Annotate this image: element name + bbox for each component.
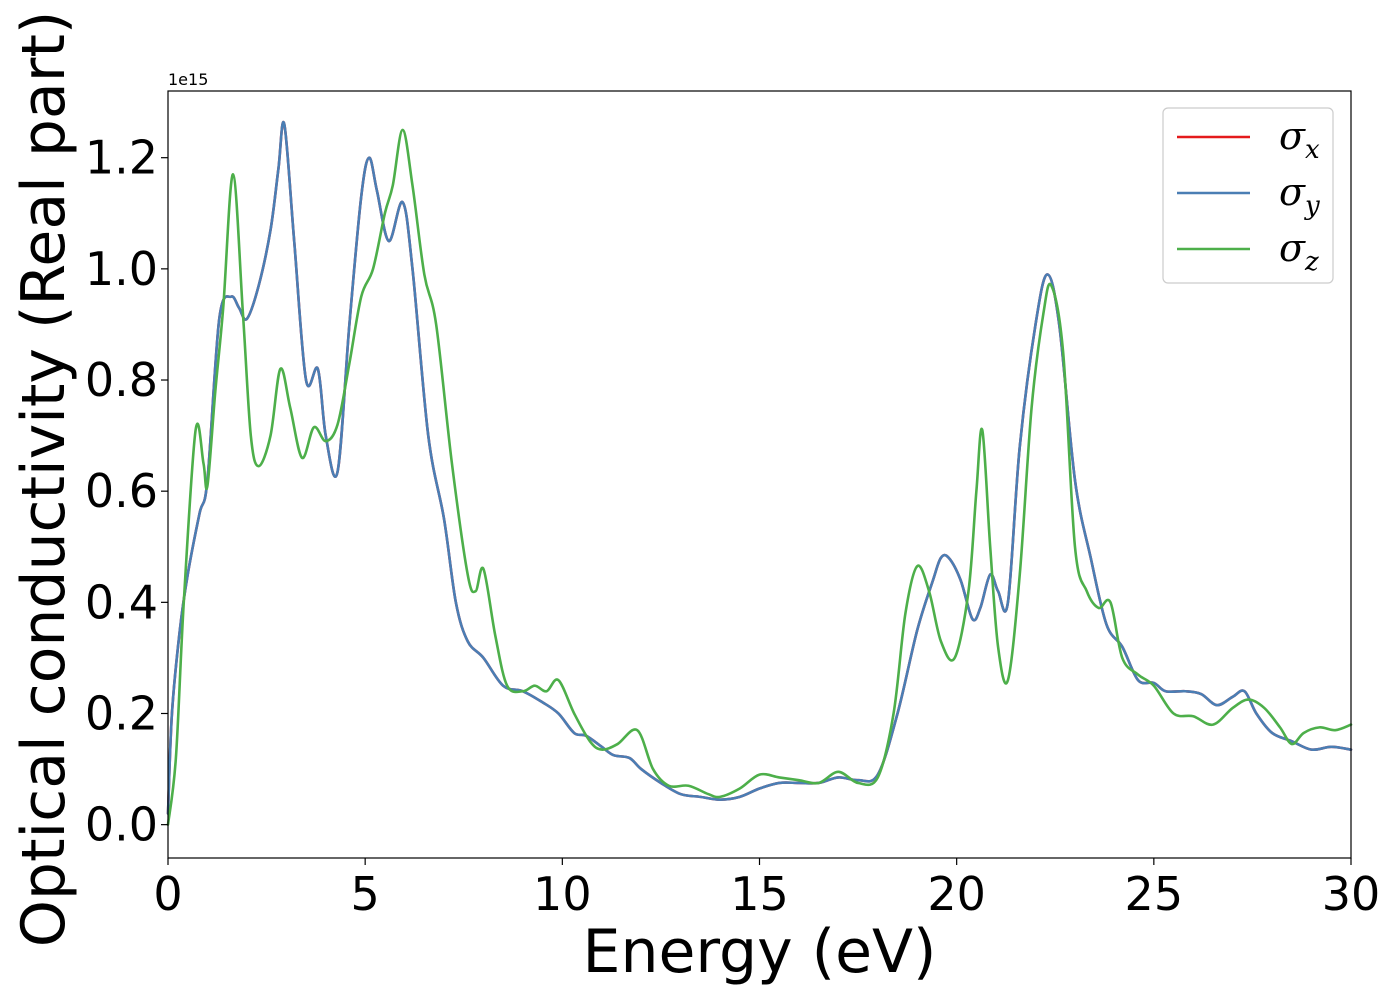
series-line-y — [166, 120, 1353, 815]
y-tick-label: 0.4 — [85, 575, 158, 629]
x-tick-label: 30 — [1322, 867, 1381, 921]
legend-box — [1162, 107, 1334, 284]
y-tick-label: 1.0 — [85, 242, 158, 296]
x-tick-label: 5 — [351, 867, 380, 921]
y-axis: 0.0 0.2 0.4 0.6 0.8 1.0 1.2 — [85, 131, 168, 852]
x-tick-label: 0 — [153, 867, 182, 921]
y-tick-label: 0.8 — [85, 353, 158, 407]
legend-label-z: σz — [1279, 226, 1319, 277]
series-line-z — [166, 128, 1353, 826]
y-tick-label: 0.6 — [85, 464, 158, 518]
y-tick-label: 0.0 — [85, 798, 158, 852]
x-tick-label: 25 — [1125, 867, 1184, 921]
y-tick-label: 1.2 — [85, 131, 158, 185]
legend-subscript: x — [1305, 135, 1320, 165]
x-tick-label: 10 — [533, 867, 592, 921]
y-offset-label: 1e15 — [168, 70, 208, 89]
x-tick-label: 15 — [730, 867, 789, 921]
series-layer — [166, 120, 1353, 826]
y-tick-label: 0.2 — [85, 686, 158, 740]
x-axis: 0 5 10 15 20 25 30 — [153, 858, 1380, 921]
legend-subscript: z — [1304, 247, 1319, 277]
legend-subscript: y — [1304, 191, 1320, 221]
x-tick-label: 20 — [927, 867, 986, 921]
x-axis-title: Energy (eV) — [583, 917, 937, 987]
y-axis-title: Optical conductivity (Real part) — [9, 11, 79, 948]
